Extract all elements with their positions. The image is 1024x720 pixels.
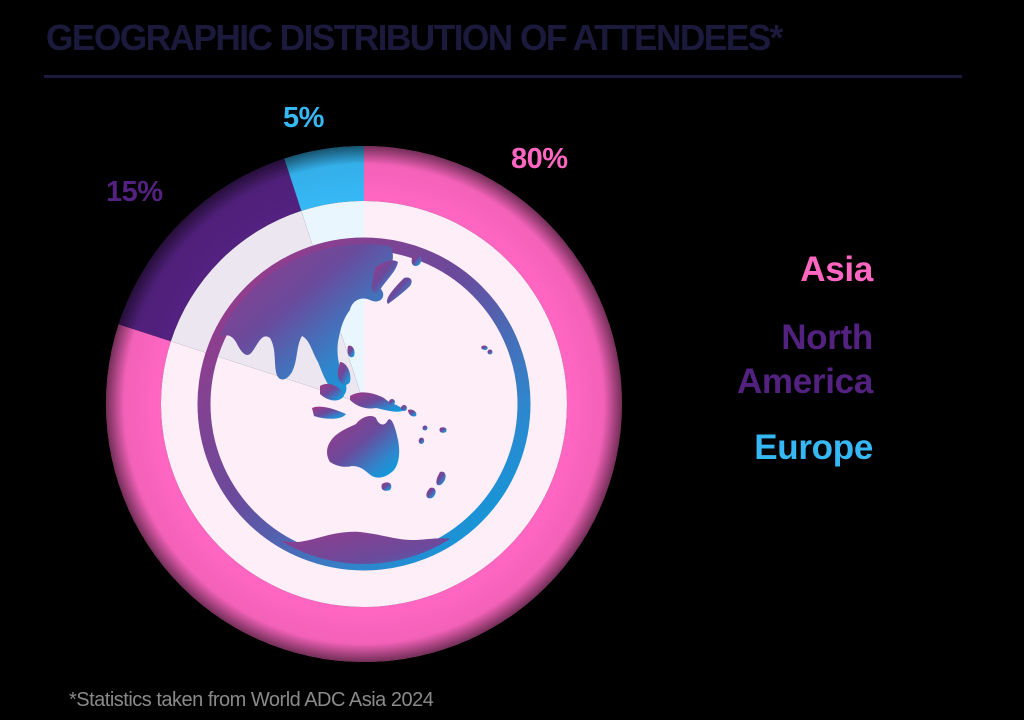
label-europe-pct: 5%: [283, 102, 324, 134]
chart-title: GEOGRAPHIC DISTRIBUTION OF ATTENDEES*: [46, 17, 783, 58]
footnote: *Statistics taken from World ADC Asia 20…: [69, 689, 434, 711]
title-divider: [44, 75, 962, 78]
legend-europe: Europe: [754, 428, 873, 467]
label-north-america-pct: 15%: [106, 176, 163, 208]
legend-north-america-line1: North: [781, 318, 873, 357]
legend-asia: Asia: [800, 250, 873, 289]
legend-north-america-line2: America: [736, 362, 873, 401]
label-asia-pct: 80%: [511, 143, 568, 175]
